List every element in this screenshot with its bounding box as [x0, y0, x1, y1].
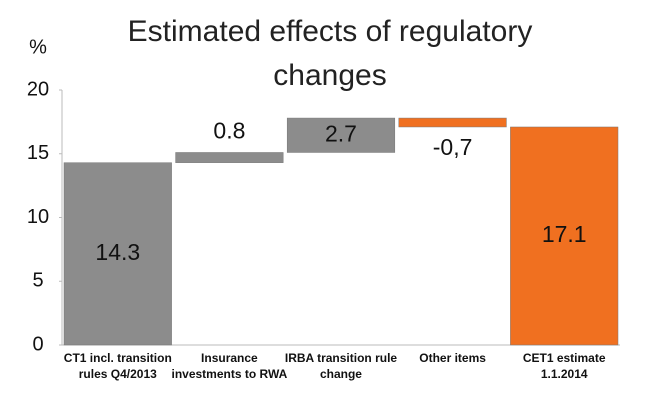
y-axis-label: % — [29, 36, 47, 58]
y-tick-label: 5 — [32, 270, 43, 292]
y-tick-label: 0 — [32, 333, 43, 355]
y-tick-label: 10 — [27, 206, 49, 228]
x-tick-label: IRBA transition rule change — [284, 351, 398, 381]
value-label: 2.7 — [325, 120, 357, 146]
x-tick-label: CT1 incl. transition rules Q4/2013 — [63, 351, 172, 381]
value-label: -0,7 — [433, 134, 473, 160]
y-tick-label: 15 — [27, 142, 49, 164]
y-tick-label: 20 — [27, 78, 49, 100]
bar — [398, 117, 507, 128]
value-label: 14.3 — [95, 239, 140, 265]
value-label: 17.1 — [542, 221, 587, 247]
bar — [175, 152, 284, 163]
x-tick-label: CET1 estimate 1.1.2014 — [522, 351, 606, 381]
x-tick-label: Insurance investments to RWA — [171, 351, 288, 381]
x-tick-label: Other items — [419, 351, 486, 365]
bar — [510, 126, 619, 346]
value-label: 0.8 — [213, 118, 245, 144]
bar — [63, 162, 172, 346]
bar — [286, 117, 396, 153]
chart-title: Estimated effects of regulatory changes — [127, 15, 533, 92]
